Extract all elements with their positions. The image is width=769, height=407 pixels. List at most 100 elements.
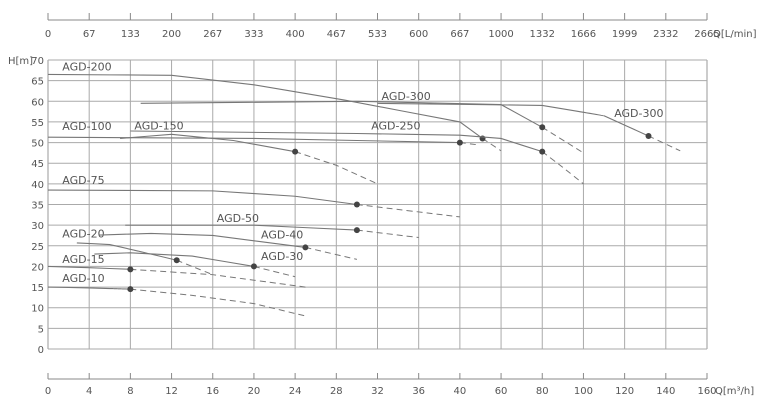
curve-dashed (176, 259, 214, 276)
curve-agd-75: AGD-75 (47, 174, 460, 218)
curve-solid (377, 102, 649, 137)
curve-label: AGD-250 (371, 119, 420, 132)
curve-dashed (541, 151, 584, 185)
operating-point (645, 132, 652, 139)
y-tick-label: 50 (31, 139, 44, 150)
bottom-tick-label: 160 (697, 386, 716, 397)
curve-label: AGD-20 (62, 228, 104, 241)
top-tick-label: 1332 (530, 29, 555, 40)
curve-label: AGD-300 (614, 107, 663, 120)
curve-agd-300: AGD-300 (140, 90, 584, 154)
curve-agd-15: AGD-15 (47, 253, 306, 288)
curve-label: AGD-30 (261, 250, 303, 263)
curve-agd-250: AGD-250 (130, 119, 584, 185)
bottom-tick-label: 32 (371, 386, 384, 397)
curve-solid (47, 136, 460, 144)
y-tick-label: 25 (31, 242, 44, 253)
top-tick-label: 667 (450, 29, 469, 40)
bottom-tick-label: 8 (127, 386, 133, 397)
curve-label: AGD-15 (62, 253, 104, 266)
operating-point (353, 201, 360, 208)
y-tick-label: 10 (31, 304, 44, 315)
bottom-tick-label: 40 (454, 386, 467, 397)
y-tick-label: 30 (31, 221, 44, 232)
bottom-tick-label: 28 (330, 386, 343, 397)
curve-label: AGD-10 (62, 272, 104, 285)
curve-agd-20: AGD-20 (62, 228, 214, 276)
y-tick-label: 55 (31, 118, 44, 129)
bottom-tick-label: 20 (248, 386, 261, 397)
curve-dashed (482, 138, 502, 152)
curve-dashed (130, 288, 306, 317)
top-tick-label: 2665 (694, 29, 719, 40)
curve-label: AGD-200 (62, 60, 111, 73)
top-tick-label: 400 (286, 29, 305, 40)
curve-solid (76, 242, 177, 261)
top-tick-label: 1666 (571, 29, 596, 40)
operating-point (292, 148, 299, 155)
top-tick-label: 467 (327, 29, 346, 40)
top-tick-label: 200 (162, 29, 181, 40)
y-tick-label: 65 (31, 77, 44, 88)
top-tick-label: 2332 (653, 29, 678, 40)
curve-label: AGD-50 (217, 212, 259, 225)
curve-dashed (130, 268, 306, 288)
curve-label: AGD-100 (62, 120, 111, 133)
axes: 0046781331220016267203332440028467325333… (31, 13, 720, 397)
bottom-tick-label: 100 (574, 386, 593, 397)
operating-point (539, 148, 546, 155)
curve-dashed (541, 126, 584, 154)
top-tick-label: 267 (203, 29, 222, 40)
curve-agd-150: AGD-150 (120, 119, 378, 185)
bottom-tick-label: 36 (412, 386, 425, 397)
operating-point (539, 124, 546, 131)
y-tick-label: 5 (38, 324, 44, 335)
curve-solid (47, 265, 131, 270)
curve-solid (47, 189, 358, 206)
operating-point (127, 266, 134, 273)
curve-solid (99, 232, 306, 248)
bottom-tick-label: 60 (495, 386, 508, 397)
y-tick-label: 35 (31, 201, 44, 212)
curve-solid (94, 252, 255, 267)
operating-point (250, 263, 257, 270)
curve-dashed (356, 229, 419, 239)
operating-point (302, 244, 309, 251)
curve-solid (47, 286, 131, 290)
y-axis-label: H[m] (8, 56, 33, 67)
curve-agd-100: AGD-100 (47, 120, 477, 146)
y-tick-label: 45 (31, 159, 44, 170)
top-tick-label: 333 (244, 29, 263, 40)
y-tick-label: 15 (31, 283, 44, 294)
operating-point (353, 227, 360, 234)
bottom-tick-label: 16 (206, 386, 219, 397)
y-tick-label: 70 (31, 56, 44, 67)
top-tick-label: 0 (45, 29, 51, 40)
top-tick-label: 533 (368, 29, 387, 40)
top-tick-label: 1999 (612, 29, 637, 40)
curve-agd-10: AGD-10 (47, 272, 306, 317)
bottom-tick-label: 12 (165, 386, 178, 397)
top-tick-label: 600 (409, 29, 428, 40)
bottom-tick-label: 80 (536, 386, 549, 397)
curve-label: AGD-300 (382, 90, 431, 103)
curve-label: AGD-75 (62, 174, 104, 187)
operating-point (456, 139, 463, 146)
top-tick-label: 133 (121, 29, 140, 40)
bottom-tick-label: 120 (615, 386, 634, 397)
curve-solid (140, 100, 543, 128)
curve-agd-200: AGD-200 (47, 60, 502, 152)
operating-point (127, 286, 134, 293)
curve-agd-40: AGD-40 (99, 228, 358, 260)
curve-label: AGD-150 (134, 119, 183, 132)
top-axis-label: Q[L/min] (713, 29, 757, 40)
curve-dashed (356, 204, 460, 218)
curve-solid (120, 133, 296, 153)
curve-label: AGD-40 (261, 228, 303, 241)
curve-dashed (648, 135, 681, 152)
y-tick-label: 60 (31, 97, 44, 108)
bottom-axis-label: Q[m³/h] (715, 386, 754, 397)
operating-point (173, 257, 180, 264)
